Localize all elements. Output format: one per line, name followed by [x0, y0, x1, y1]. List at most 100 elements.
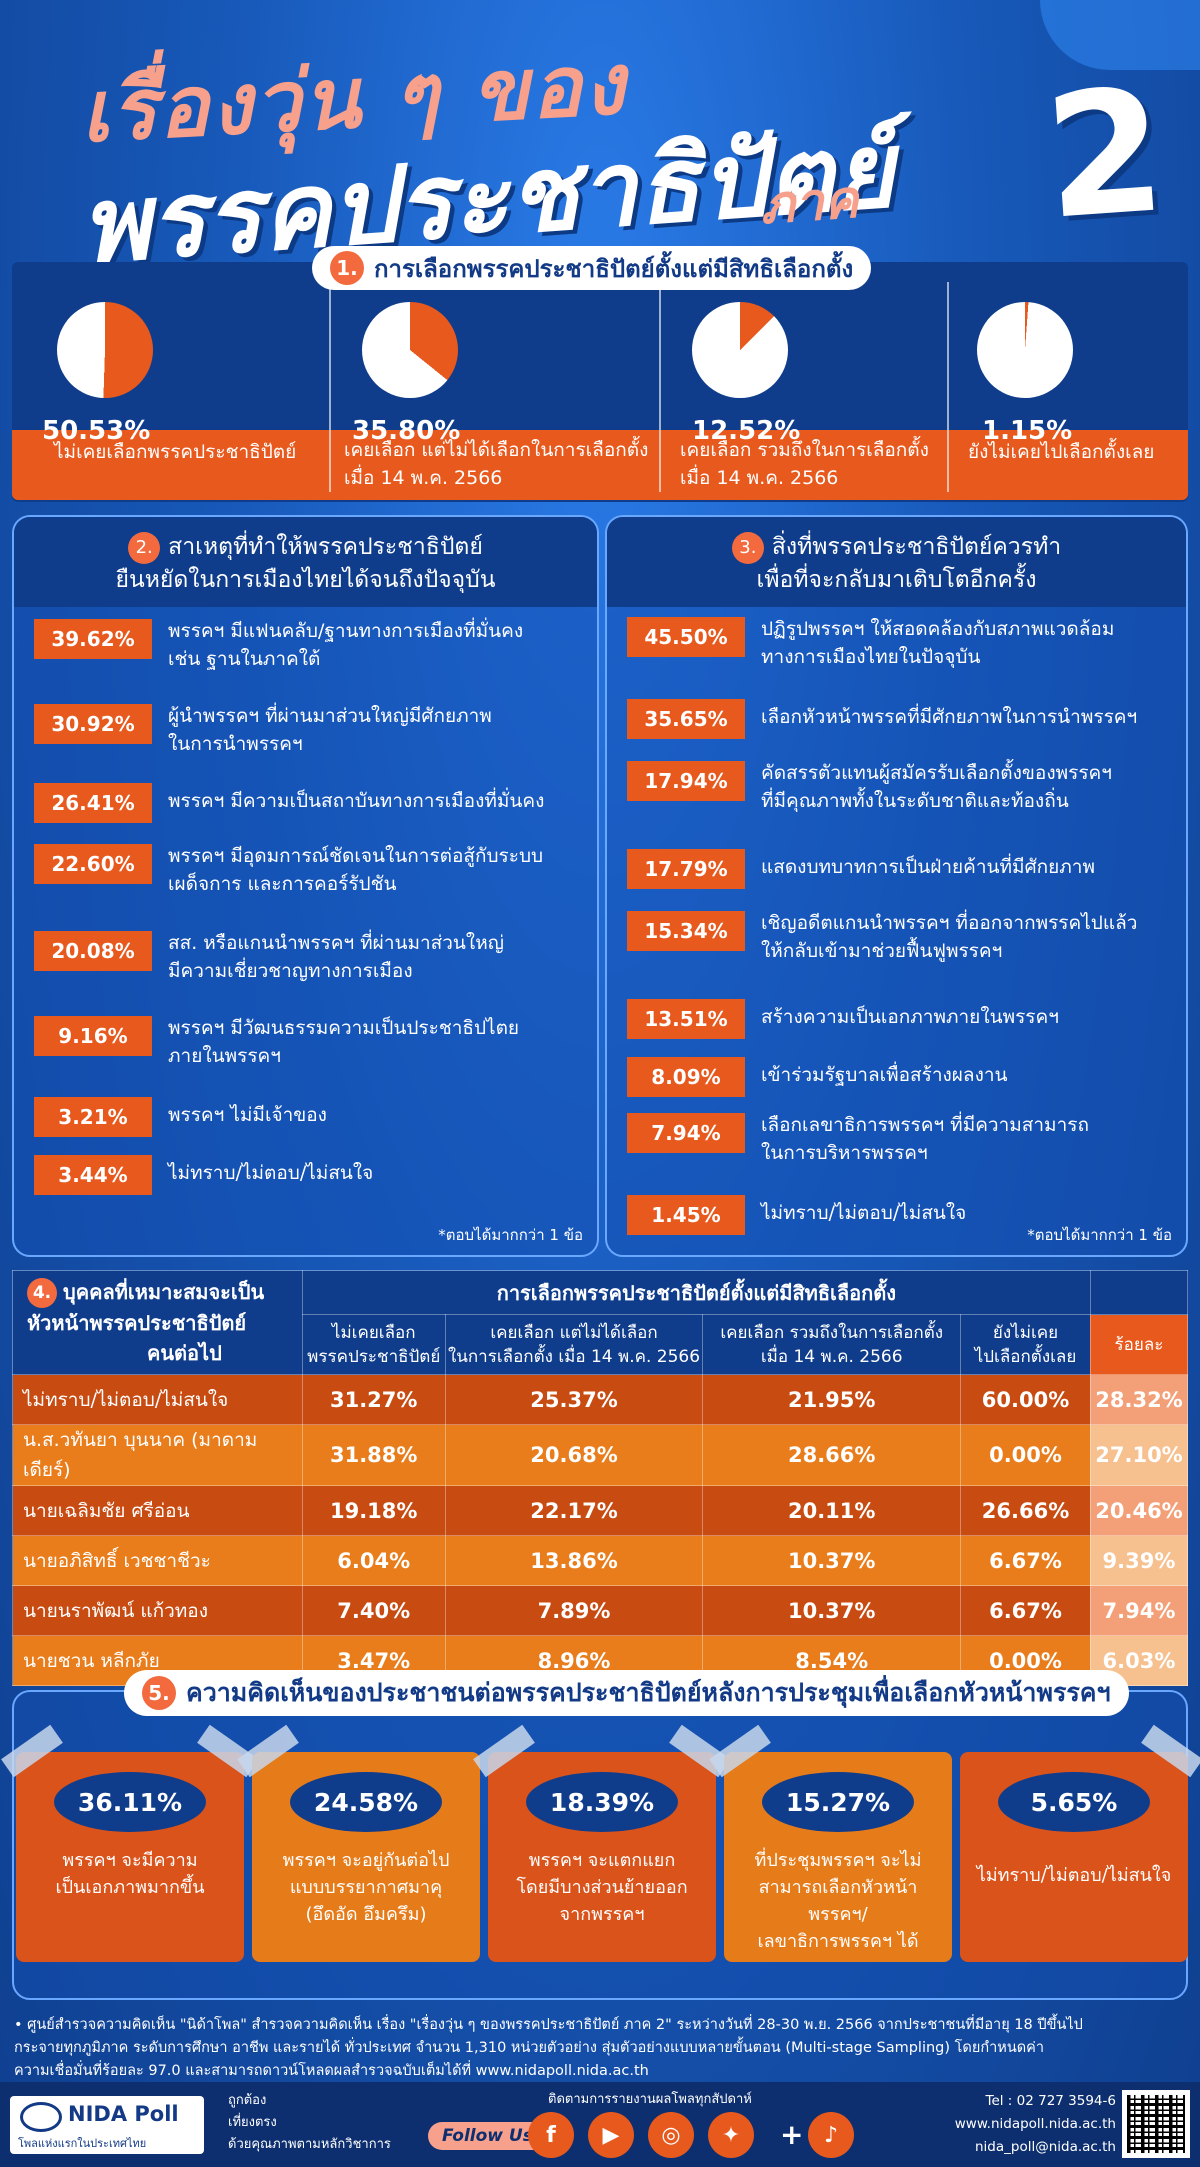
opinion-percent: 36.11% [54, 1772, 206, 1832]
table-row: น.ส.วทันยา บุนนาค (มาดามเดียร์) 31.88% 20.… [12, 1424, 1189, 1486]
list-item: 3.21% พรรคฯ ไม่มีเจ้าของ [34, 1095, 583, 1137]
list-item: 26.41% พรรคฯ มีความเป็นสถาบันทางการเมืองท… [34, 781, 583, 823]
list-item: 7.94% เลือกเลขาธิการพรรคฯ ที่มีความสามารถ… [627, 1111, 1172, 1167]
section-5-title: ความคิดเห็นของประชาชนต่อพรรคประชาธิปัตย์… [186, 1678, 1111, 1707]
pie-chart [692, 302, 788, 398]
follow-text: ติดตามการรายงานผลโพลทุกสัปดาห์ [548, 2092, 752, 2107]
pie-percent: 1.15% [982, 416, 1073, 446]
section-1-header: 1. การเลือกพรรคประชาธิปัตย์ตั้งแต่มีสิทธ… [312, 246, 872, 290]
plus-sign: + [780, 2118, 804, 2151]
list-item: 13.51% สร้างความเป็นเอกภาพภายในพรรคฯ [627, 997, 1172, 1039]
list-item: 35.65% เลือกหัวหน้าพรรคที่มีศักยภาพในการน… [627, 697, 1172, 739]
list-item: 39.62% พรรคฯ มีแฟนคลับ/ฐานทางการเมืองที่ม… [34, 617, 583, 673]
phone-number: Tel : 02 727 3594-6 [985, 2093, 1117, 2109]
section-3-header: 3. สิ่งที่พรรคประชาธิปัตย์ควรทำ เพื่อที่จ… [607, 517, 1186, 607]
list-item: 17.94% คัดสรรตัวแทนผู้สมัครรับเลือกตั้งขอ… [627, 759, 1172, 815]
leader-table: 4. บุคคลที่เหมาะสมจะเป็น หัวหน้าพรรคประชา… [12, 1270, 1189, 1686]
divider [659, 282, 661, 492]
table-row: นายเฉลิมชัย ศรีอ่อน 19.18% 22.17% 20.11% 26.… [12, 1485, 1189, 1536]
nida-poll-logo[interactable]: NIDA Poll โพลแห่งแรกในประเทศไทย [10, 2096, 204, 2154]
qr-code-icon[interactable] [1122, 2090, 1190, 2158]
table-row: ไม่ทราบ/ไม่ตอบ/ไม่สนใจ 31.27% 25.37% 21.95%… [12, 1374, 1189, 1425]
list-item: 30.92% ผู้นำพรรคฯ ที่ผ่านมาส่วนใหญ่มีศักย… [34, 702, 583, 758]
list-item: 8.09% เข้าร่วมรัฐบาลเพื่อสร้างผลงาน [627, 1055, 1172, 1097]
youtube-icon[interactable]: ▶ [588, 2112, 634, 2158]
facebook-icon[interactable]: f [528, 2112, 574, 2158]
footnote-multi-answer: *ตอบได้มากกว่า 1 ข้อ [1027, 1226, 1172, 1244]
table-row: นายนราพัฒน์ แก้วทอง 7.40% 7.89% 10.37% 6.67%… [12, 1585, 1189, 1636]
footer: NIDA Poll โพลแห่งแรกในประเทศไทย ถูกต้องเ… [0, 2082, 1200, 2167]
table-total-header: ร้อยละ [1089, 1314, 1189, 1375]
email-link[interactable]: nida_poll@nida.ac.th [974, 2139, 1116, 2155]
section-5: 5. ความคิดเห็นของประชาชนต่อพรรคประชาธิปั… [1, 1670, 1200, 2000]
tape-decor [473, 1724, 535, 1778]
opinion-text: พรรคฯ จะแตกแยก โดยมีบางส่วนย้ายออก จากพรรค… [516, 1850, 688, 1925]
table-column-header: ยังไม่เคย ไปเลือกตั้งเลย [960, 1314, 1091, 1375]
list-item: 20.08% สส. หรือแกนนำพรรคฯ ที่ผ่านมาส่วนให… [34, 929, 583, 985]
opinion-card: 24.58% พรรคฯ จะอยู่กันต่อไป แบบบรรยากาศมา… [237, 1724, 480, 1962]
table-corner-header: 4. บุคคลที่เหมาะสมจะเป็น หัวหน้าพรรคประชา… [12, 1270, 303, 1375]
pie-label: ยังไม่เคยไปเลือกตั้งเลย [968, 441, 1155, 463]
pie-chart [977, 302, 1073, 398]
opinion-text: พรรคฯ จะมีความ เป็นเอกภาพมากขึ้น [55, 1850, 205, 1898]
title-number: 2 [1039, 52, 1171, 258]
table-row: นายอภิสิทธิ์ เวชชาชีวะ 6.04% 13.86% 10.37% 6… [12, 1535, 1189, 1586]
list-item: 9.16% พรรคฯ มีวัฒนธรรมความเป็นประชาธิปไตย… [34, 1014, 583, 1070]
section-number-badge: 5. [142, 1676, 176, 1710]
pie-chart [57, 302, 153, 398]
pie-item: 1.15% [952, 292, 1200, 492]
section-4: 4. บุคคลที่เหมาะสมจะเป็น หัวหน้าพรรคประชา… [12, 1270, 1189, 1686]
section-2-title: สาเหตุที่ทำให้พรรคประชาธิปัตย์ [168, 534, 483, 560]
table-group-header: การเลือกพรรคประชาธิปัตย์ตั้งแต่มีสิทธิเล… [301, 1270, 1091, 1315]
opinion-percent: 24.58% [290, 1772, 442, 1832]
labels-bar [12, 430, 1188, 500]
pie-item: 12.52% [662, 292, 942, 492]
pie-percent: 50.53% [42, 416, 151, 446]
title-line3: ภาค [758, 169, 861, 237]
list-item: 45.50% ปฏิรูปพรรคฯ ให้สอดคล้องกับสภาพแวดล… [627, 615, 1172, 671]
table-column-header: ไม่เคยเลือก พรรคประชาธิปัตย์ [301, 1314, 446, 1375]
opinion-percent: 18.39% [526, 1772, 678, 1832]
section-1: 1. การเลือกพรรคประชาธิปัตย์ตั้งแต่มีสิทธ… [12, 246, 1188, 502]
section-number-badge: 3. [731, 531, 764, 564]
tiktok-icon[interactable]: ♪ [808, 2112, 854, 2158]
section-2: 2. สาเหตุที่ทำให้พรรคประชาธิปัตย์ ยืนหยัด… [12, 515, 599, 1257]
list-item: 3.44% ไม่ทราบ/ไม่ตอบ/ไม่สนใจ [34, 1153, 583, 1195]
table-column-header: เคยเลือก แต่ไม่ได้เลือก ในการเลือกตั้ง เม… [444, 1314, 704, 1375]
section-3-subtitle: เพื่อที่จะกลับมาเติบโตอีกครั้ง [756, 566, 1037, 593]
website-link[interactable]: www.nidapoll.nida.ac.th [954, 2116, 1116, 2132]
pie-item: 35.80% [332, 292, 612, 492]
opinion-card: 18.39% พรรคฯ จะแตกแยก โดยมีบางส่วนย้ายออก… [473, 1724, 731, 1962]
section-2-subtitle: ยืนหยัดในการเมืองไทยได้จนถึงปัจจุบัน [115, 566, 496, 593]
table-column-header: เคยเลือก รวมถึงในการเลือกตั้ง เมื่อ 14 พ.… [702, 1314, 962, 1375]
instagram-icon[interactable]: ◎ [648, 2112, 694, 2158]
pie-percent: 35.80% [352, 416, 461, 446]
opinion-text: ไม่ทราบ/ไม่ตอบ/ไม่สนใจ [976, 1865, 1172, 1886]
pie-label: เคยเลือก แต่ไม่ได้เลือกในการเลือกตั้ง เมื… [344, 439, 649, 489]
divider [947, 282, 949, 492]
page-title: เรื่องวุ่น ๆ ของ พรรคประชาธิปัตย์ ภาค 2 [0, 0, 1200, 287]
section-5-header: 5. ความคิดเห็นของประชาชนต่อพรรคประชาธิปั… [124, 1670, 1129, 1716]
section-3: 3. สิ่งที่พรรคประชาธิปัตย์ควรทำ เพื่อที่จ… [605, 515, 1188, 1257]
methodology-note: • ศูนย์สำรวจความคิดเห็น "นิด้าโพล" สำรวจ… [14, 2017, 1083, 2079]
section-1-title: การเลือกพรรคประชาธิปัตย์ตั้งแต่มีสิทธิเล… [374, 254, 854, 283]
section-number-badge: 4. [27, 1278, 57, 1309]
pie-chart [362, 302, 458, 398]
pie-item: 50.53% [12, 292, 292, 492]
pie-percent: 12.52% [692, 416, 801, 446]
opinion-card: 36.11% พรรคฯ จะมีความ เป็นเอกภาพมากขึ้น [1, 1724, 259, 1962]
list-item: 15.34% เชิญอดีตแกนนำพรรคฯ ที่ออกจากพรรคไป… [627, 909, 1172, 965]
footnote-multi-answer: *ตอบได้มากกว่า 1 ข้อ [438, 1226, 583, 1244]
opinion-percent: 15.27% [762, 1772, 914, 1832]
section-2-header: 2. สาเหตุที่ทำให้พรรคประชาธิปัตย์ ยืนหยัด… [14, 517, 597, 607]
section-3-title: สิ่งที่พรรคประชาธิปัตย์ควรทำ [771, 534, 1062, 560]
pie-label: ไม่เคยเลือกพรรคประชาธิปัตย์ [54, 441, 297, 463]
slogan: ถูกต้อง เที่ยงตรง ด้วยคุณภาพตามหลักวิชาการ [228, 2093, 391, 2152]
section-number-badge: 1. [330, 251, 364, 285]
list-item: 1.45% ไม่ทราบ/ไม่ตอบ/ไม่สนใจ [627, 1193, 1172, 1235]
list-item: 17.79% แสดงบทบาทการเป็นฝ่ายค้านที่มีศักยภ… [627, 847, 1172, 889]
twitter-icon[interactable]: ✦ [708, 2112, 754, 2158]
pie-label: เคยเลือก รวมถึงในการเลือกตั้ง เมื่อ 14 พ.… [680, 439, 929, 489]
divider [329, 282, 331, 492]
opinion-percent: 5.65% [998, 1772, 1150, 1832]
